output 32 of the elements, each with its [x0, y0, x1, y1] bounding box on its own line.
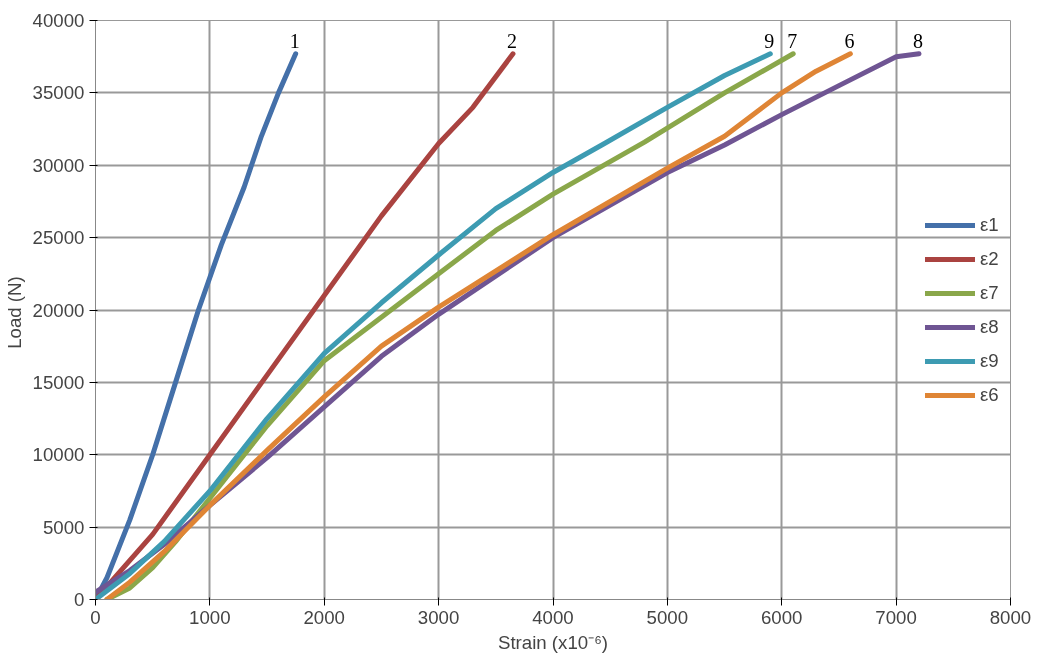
annotation: 7 — [787, 29, 798, 52]
annotation: 1 — [289, 29, 300, 52]
y-tick-label: 15000 — [32, 371, 85, 393]
y-tick-label: 35000 — [32, 82, 85, 104]
y-tick-label: 30000 — [32, 154, 85, 176]
x-tick-label: 8000 — [989, 606, 1032, 628]
annotation: 2 — [506, 29, 517, 52]
legend-label: ε2 — [980, 247, 1000, 270]
legend-label: ε6 — [980, 383, 1000, 406]
y-tick-label: 5000 — [43, 516, 85, 538]
x-tick-label: 3000 — [417, 606, 460, 628]
y-tick-label: 40000 — [32, 10, 85, 31]
y-tick-label: 0 — [74, 589, 85, 610]
legend-label: ε1 — [980, 213, 1000, 236]
legend-label: ε8 — [980, 315, 1000, 338]
x-tick-label: 6000 — [761, 606, 803, 628]
x-tick-label: 5000 — [646, 606, 689, 628]
annotation: 8 — [913, 29, 923, 52]
x-axis-title: Strain (x10⁻⁶) — [497, 631, 609, 653]
legend-label: ε9 — [980, 349, 1000, 372]
y-tick-label: 20000 — [32, 299, 85, 321]
x-tick-label: 2000 — [303, 606, 346, 628]
y-axis-title: Load (N) — [3, 276, 25, 349]
x-tick-label: 1000 — [189, 606, 231, 628]
annotation: 6 — [844, 29, 855, 52]
annotation: 9 — [764, 29, 775, 52]
x-tick-label: 0 — [90, 606, 101, 628]
x-tick-label: 7000 — [875, 606, 917, 628]
y-tick-label: 25000 — [32, 227, 85, 249]
x-tick-label: 4000 — [532, 606, 574, 628]
y-tick-label: 10000 — [32, 444, 85, 466]
legend-label: ε7 — [980, 281, 1000, 304]
